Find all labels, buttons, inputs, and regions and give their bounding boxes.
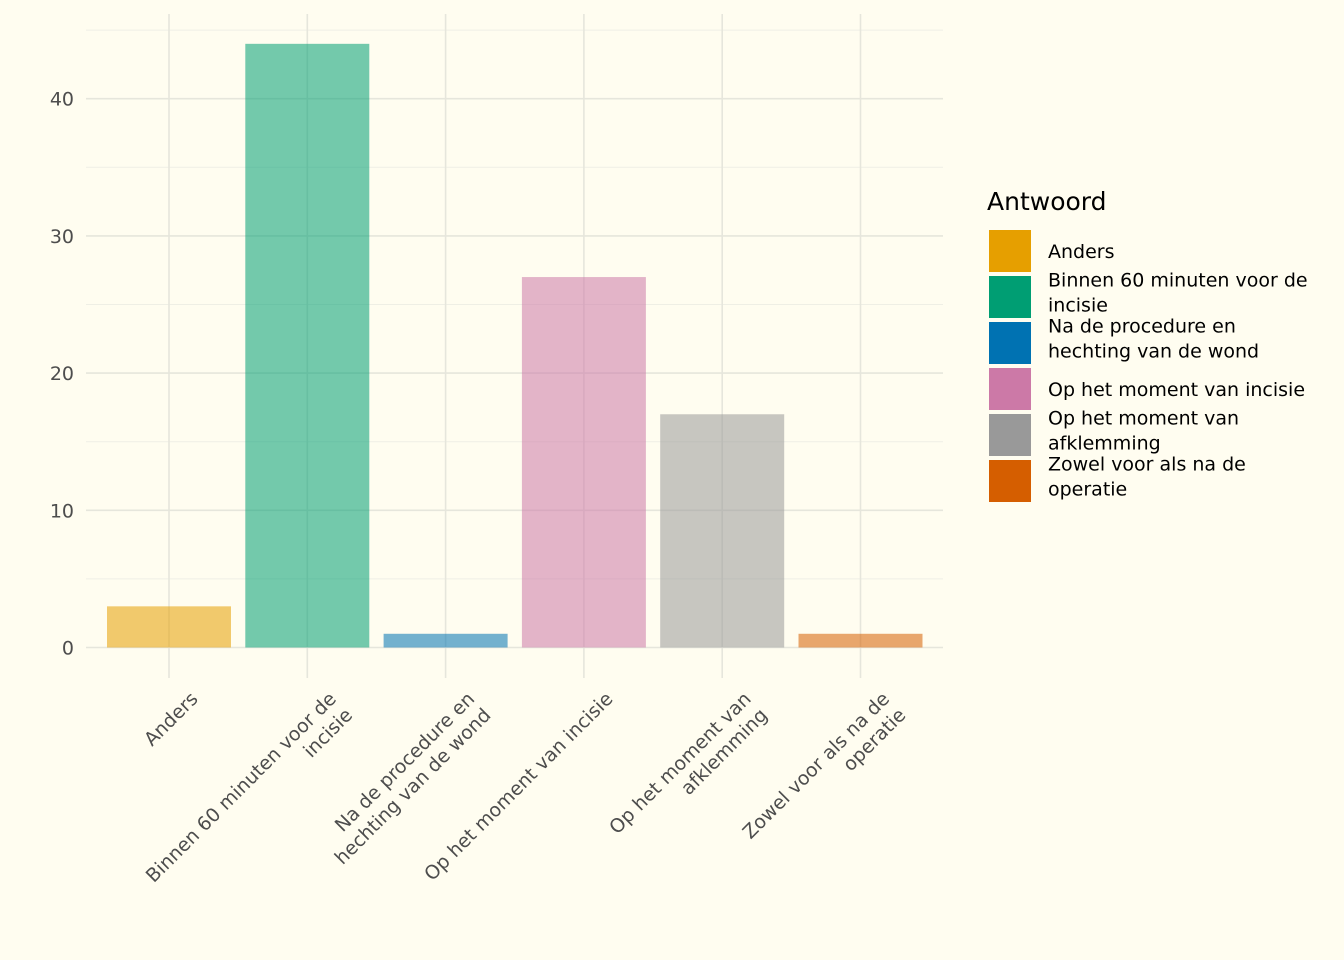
legend-label-line: Op het moment van incisie [1048,379,1305,401]
y-tick-label: 20 [50,363,74,385]
legend-label-line: hechting van de wond [1048,341,1259,363]
legend-label: Op het moment van afklemming [1048,408,1239,455]
legend-title: Antwoord [987,187,1107,216]
legend-label-line: Binnen 60 minuten voor de [1048,270,1308,292]
x-tick-label-line: Op het moment van [605,688,756,839]
x-tick-label: Anders [140,688,203,751]
bar [107,606,231,648]
legend-label: Anders [1048,241,1115,263]
legend-label-line: operatie [1048,479,1127,501]
legend-label-line: Na de procedure en [1048,316,1236,338]
bar [245,43,370,648]
legend-label-line: Anders [1048,241,1115,263]
bar [383,633,508,648]
y-tick-label: 10 [50,500,74,522]
legend-label-line: Zowel voor als na de [1048,454,1246,476]
bar [521,277,646,648]
y-tick-label: 30 [50,226,74,248]
legend-label: Zowel voor als na de operatie [1048,454,1246,501]
legend-key [989,322,1031,364]
y-axis-tick-labels: 0 10 20 30 40 [50,89,74,660]
bars [107,43,923,648]
legend-label-line: afklemming [1048,433,1161,455]
legend-key [989,276,1031,318]
legend-key [989,460,1031,502]
legend-label: Op het moment van incisie [1048,379,1305,401]
legend-key [989,414,1031,456]
grid [86,14,943,678]
legend-label: Binnen 60 minuten voor de incisie [1048,270,1308,317]
x-tick-label-line: Anders [140,688,203,751]
bar [660,414,785,648]
legend: Antwoord Anders Binnen 60 minuten voor de… [987,187,1308,502]
legend-label: Na de procedure en hechting van de wond [1048,316,1259,363]
y-tick-label: 0 [62,638,74,660]
bar [798,633,923,648]
legend-key [989,368,1031,410]
x-tick-label-line: Na de procedure en [331,688,479,836]
legend-label-line: Op het moment van [1048,408,1239,430]
legend-key [989,230,1031,272]
legend-label-line: incisie [1048,295,1108,317]
y-tick-label: 40 [50,89,74,111]
